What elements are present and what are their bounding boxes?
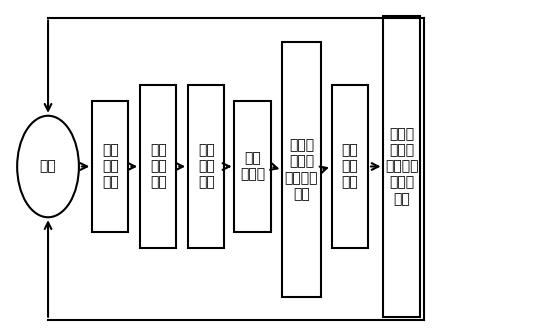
Bar [92, 101, 129, 232]
Bar [140, 85, 176, 248]
Text: 诊断
信息
采集: 诊断 信息 采集 [102, 143, 119, 190]
Bar [188, 85, 224, 248]
Text: 患者
体验
调试: 患者 体验 调试 [342, 143, 358, 190]
Text: 听力
阈值
测试: 听力 阈值 测试 [198, 143, 215, 190]
Text: 患者: 患者 [40, 160, 56, 173]
Bar [384, 16, 420, 317]
Text: 声音
过敏
测试: 声音 过敏 测试 [150, 143, 167, 190]
Bar [235, 101, 271, 232]
Text: 多疗程
声脉冲
治疗方案
制定和
实施: 多疗程 声脉冲 治疗方案 制定和 实施 [385, 127, 419, 206]
Text: 信号
预处理: 信号 预处理 [240, 152, 265, 181]
Bar [282, 42, 321, 297]
Bar [332, 85, 368, 248]
Text: 多通道
声脉冲
治疗方案
制定: 多通道 声脉冲 治疗方案 制定 [285, 139, 318, 201]
